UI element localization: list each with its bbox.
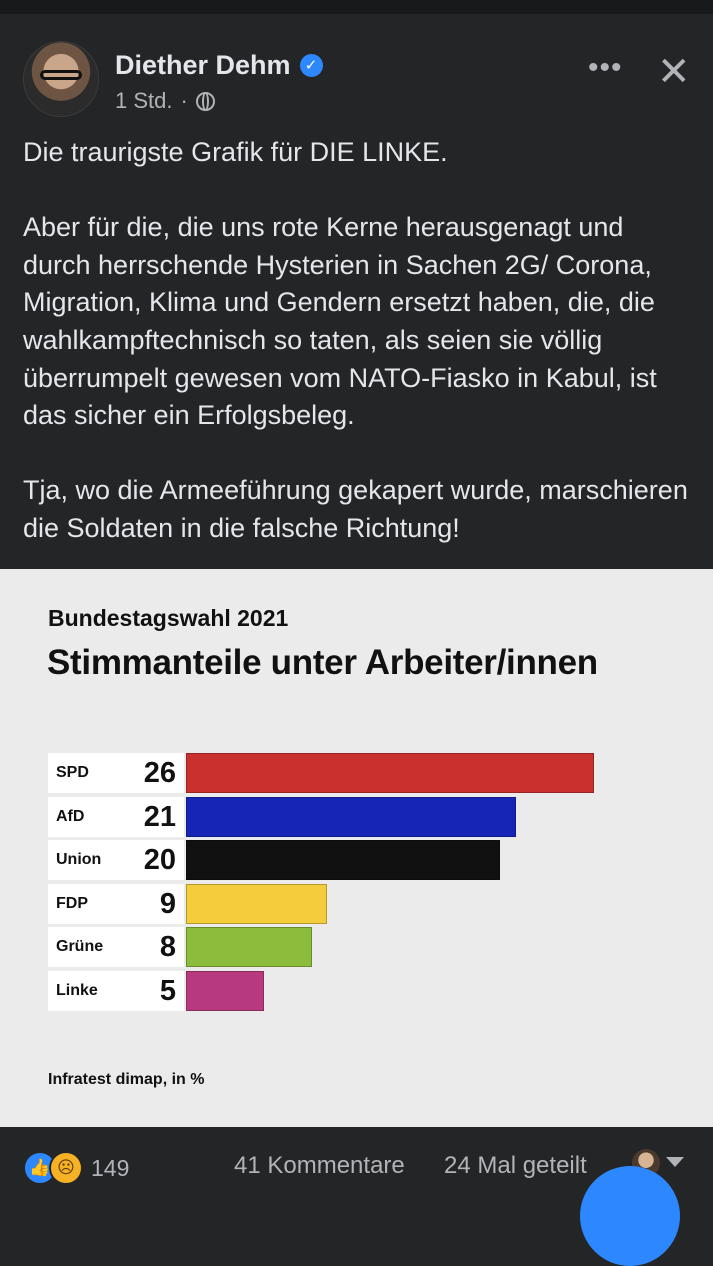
top-bar: [0, 0, 713, 14]
bar-spd: [186, 753, 594, 793]
more-options-button[interactable]: •••: [588, 53, 623, 83]
bar-afd: [186, 796, 516, 837]
bar-label: AfD: [48, 796, 114, 837]
post-time[interactable]: 1 Std.: [115, 88, 173, 113]
sad-reaction-icon: ☹: [49, 1151, 83, 1185]
floating-action-button[interactable]: [580, 1166, 680, 1266]
verified-badge-icon: ✓: [299, 53, 323, 77]
globe-icon[interactable]: [195, 91, 215, 111]
post-paragraph: Die traurigste Grafik für DIE LINKE.: [23, 137, 448, 167]
meta-separator: ·: [180, 88, 188, 113]
chevron-down-icon[interactable]: [666, 1157, 684, 1167]
bar-row: Union 20: [48, 840, 668, 881]
post-paragraph: Tja, wo die Armeeführung gekapert wurde,…: [23, 475, 688, 543]
post-text: Die traurigste Grafik für DIE LINKE. Abe…: [23, 134, 693, 548]
avatar[interactable]: [23, 41, 99, 117]
bar-label: SPD: [48, 753, 114, 793]
bar-value: 21: [114, 796, 184, 837]
shares-count[interactable]: 24 Mal geteilt: [444, 1152, 587, 1179]
bar-label: Linke: [48, 971, 114, 1011]
post-footer: 👍 ☹ 149 41 Kommentare 24 Mal geteilt: [0, 1127, 713, 1200]
close-icon: ✕: [657, 50, 691, 94]
bar-row: SPD 26: [48, 753, 668, 793]
chart-source: Infratest dimap, in %: [48, 1071, 205, 1088]
bar-fdp: [186, 883, 328, 924]
bar-label: Grüne: [48, 927, 114, 968]
post-header: Diether Dehm ✓ 1 Std. · ••• ✕: [0, 14, 713, 134]
author-row: Diether Dehm ✓: [115, 48, 323, 82]
bar-row: AfD 21: [48, 796, 668, 837]
bar-value: 20: [114, 840, 184, 881]
author-name[interactable]: Diether Dehm: [115, 49, 291, 80]
paragraph-gap: [23, 435, 693, 473]
bar-value: 8: [114, 927, 184, 968]
post-image-chart[interactable]: Bundestagswahl 2021 Stimmanteile unter A…: [0, 569, 713, 1127]
bar-row: Linke 5: [48, 971, 668, 1011]
chart-subtitle: Bundestagswahl 2021: [48, 605, 289, 631]
post-meta: 1 Std. ·: [115, 88, 215, 114]
close-button[interactable]: ✕: [657, 52, 691, 92]
bar-value: 9: [114, 883, 184, 924]
reactions-summary[interactable]: 👍 ☹ 149: [23, 1151, 129, 1185]
bar-chart: SPD 26 AfD 21 Union 20 FDP 9 Grüne 8 Linke 5: [48, 753, 668, 1013]
bar-label: FDP: [48, 883, 114, 924]
bar-row: FDP 9: [48, 883, 668, 924]
bar-value: 5: [114, 971, 184, 1011]
avatar-glasses: [40, 70, 82, 80]
comments-count[interactable]: 41 Kommentare: [234, 1152, 405, 1179]
more-horizontal-icon: •••: [588, 51, 623, 84]
post-paragraph: Aber für die, die uns rote Kerne herausg…: [23, 212, 657, 431]
bar-union: [186, 840, 500, 881]
bar-linke: [186, 971, 265, 1011]
paragraph-gap: [23, 172, 693, 210]
bar-grüne: [186, 927, 312, 968]
reaction-count: 149: [91, 1154, 130, 1181]
bar-value: 26: [114, 753, 184, 793]
bar-label: Union: [48, 840, 114, 881]
bar-row: Grüne 8: [48, 927, 668, 968]
chart-title: Stimmanteile unter Arbeiter/innen: [47, 643, 598, 682]
